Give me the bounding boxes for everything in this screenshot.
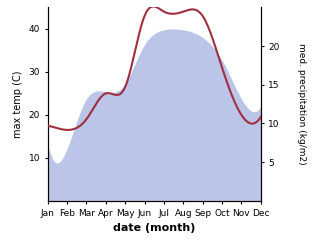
Y-axis label: med. precipitation (kg/m2): med. precipitation (kg/m2)	[297, 43, 306, 165]
Y-axis label: max temp (C): max temp (C)	[13, 70, 23, 138]
X-axis label: date (month): date (month)	[113, 223, 196, 233]
